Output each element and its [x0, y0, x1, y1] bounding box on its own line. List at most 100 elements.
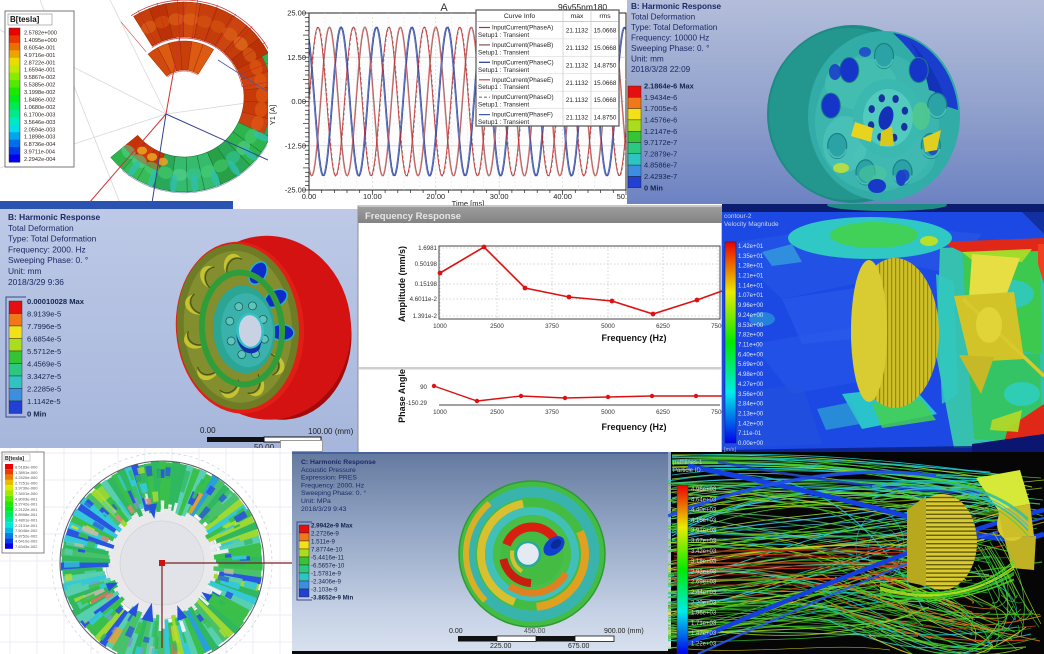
svg-text:14.8750: 14.8750: [594, 62, 617, 69]
svg-text:7.11e-01: 7.11e-01: [738, 431, 762, 437]
svg-text:2018/3/28 22:09: 2018/3/28 22:09: [631, 65, 691, 74]
svg-text:7.2879e-7: 7.2879e-7: [644, 149, 677, 158]
svg-text:5000: 5000: [601, 323, 615, 330]
svg-text:1.1898e-003: 1.1898e-003: [24, 135, 55, 141]
svg-text:1.42e+00: 1.42e+00: [738, 421, 764, 427]
svg-text:4.96e+03: 4.96e+03: [691, 487, 717, 493]
svg-text:Setup1 : Transient: Setup1 : Transient: [478, 102, 529, 109]
svg-text:3.4801e-001: 3.4801e-001: [15, 518, 38, 523]
svg-text:Frequency (Hz): Frequency (Hz): [601, 422, 666, 432]
svg-text:1.21e+01: 1.21e+01: [738, 274, 764, 280]
svg-text:50.00: 50.00: [617, 192, 628, 201]
svg-text:Setup1 : Transient: Setup1 : Transient: [478, 32, 529, 39]
svg-text:Sweeping Phase: 0. °: Sweeping Phase: 0. °: [631, 44, 709, 53]
svg-text:Time [ms]: Time [ms]: [452, 199, 485, 207]
svg-text:InputCurrent(PhaseF): InputCurrent(PhaseF): [492, 112, 553, 119]
svg-text:21.1132: 21.1132: [566, 28, 589, 35]
svg-text:B: Harmonic Response: B: Harmonic Response: [631, 2, 722, 11]
svg-text:4.8003e-001: 4.8003e-001: [15, 496, 38, 501]
svg-text:1.4095e+000: 1.4095e+000: [24, 38, 57, 44]
svg-text:InputCurrent(PhaseD): InputCurrent(PhaseD): [492, 94, 554, 101]
svg-text:6.40e+00: 6.40e+00: [738, 352, 764, 358]
svg-text:1.6594e-001: 1.6594e-001: [24, 68, 55, 74]
svg-text:Unit: MPa: Unit: MPa: [301, 498, 331, 505]
svg-text:2.2131e-001: 2.2131e-001: [15, 523, 38, 528]
svg-text:225.00: 225.00: [490, 643, 512, 650]
svg-text:3750: 3750: [545, 323, 559, 330]
svg-text:1.2147e-6: 1.2147e-6: [644, 127, 677, 136]
svg-text:4.64e+03: 4.64e+03: [691, 497, 717, 503]
svg-text:14.8750: 14.8750: [594, 115, 617, 122]
svg-text:100.00 (mm): 100.00 (mm): [308, 427, 354, 436]
svg-text:2.9942e-9 Max: 2.9942e-9 Max: [311, 523, 353, 530]
svg-text:1.4576e-6: 1.4576e-6: [644, 116, 677, 125]
svg-text:90: 90: [420, 384, 427, 391]
svg-text:3750: 3750: [545, 409, 559, 416]
svg-text:7.7996e-5: 7.7996e-5: [27, 322, 61, 331]
svg-text:-5.4416e-11: -5.4416e-11: [311, 555, 344, 562]
svg-text:Total Deformation: Total Deformation: [8, 223, 74, 233]
svg-text:2018/3/29 9:43: 2018/3/29 9:43: [301, 506, 347, 513]
svg-text:1.07e+01: 1.07e+01: [738, 293, 764, 299]
svg-text:7.11e+00: 7.11e+00: [738, 343, 763, 349]
svg-text:2.2285e-5: 2.2285e-5: [27, 385, 61, 394]
svg-text:Sweeping Phase: 0. °: Sweeping Phase: 0. °: [301, 489, 366, 497]
svg-text:Unit: mm: Unit: mm: [8, 266, 42, 276]
svg-text:7.82e+00: 7.82e+00: [738, 333, 764, 339]
svg-text:2.4293e-7: 2.4293e-7: [644, 172, 677, 181]
svg-text:3.9730e-000: 3.9730e-000: [15, 486, 38, 491]
svg-text:15.0668: 15.0668: [594, 45, 617, 52]
svg-text:4.40e+03: 4.40e+03: [691, 508, 717, 514]
svg-text:9.24e+00: 9.24e+00: [738, 313, 764, 319]
svg-text:2.84e+00: 2.84e+00: [738, 402, 764, 408]
svg-text:2500: 2500: [490, 409, 504, 416]
svg-text:0.50198: 0.50198: [415, 261, 438, 268]
svg-text:21.1132: 21.1132: [566, 45, 589, 52]
svg-text:3.67e+03: 3.67e+03: [691, 539, 717, 545]
svg-text:15.0668: 15.0668: [594, 97, 617, 104]
svg-text:2.2942e-004: 2.2942e-004: [24, 157, 55, 163]
svg-text:Type: Total Deformation: Type: Total Deformation: [8, 234, 97, 244]
svg-text:15.0668: 15.0668: [594, 28, 617, 35]
svg-text:450.00: 450.00: [524, 628, 546, 635]
svg-text:Sweeping Phase: 0. °: Sweeping Phase: 0. °: [8, 255, 88, 265]
svg-text:1000: 1000: [433, 323, 447, 330]
svg-text:pathlines-1: pathlines-1: [673, 460, 703, 466]
svg-text:-3.8652e-9 Min: -3.8652e-9 Min: [311, 595, 354, 602]
svg-text:8.5183e-000: 8.5183e-000: [15, 465, 38, 470]
svg-text:1.96e+03: 1.96e+03: [691, 611, 717, 617]
svg-text:4.98e+00: 4.98e+00: [738, 372, 764, 378]
svg-text:rms: rms: [599, 13, 611, 20]
svg-text:4.2420e-000: 4.2420e-000: [15, 475, 38, 480]
svg-text:-12.50: -12.50: [285, 141, 306, 150]
svg-text:3.3427e-5: 3.3427e-5: [27, 372, 61, 381]
svg-text:5.2742e-001: 5.2742e-001: [15, 502, 38, 507]
svg-text:1.0680e-002: 1.0680e-002: [24, 105, 55, 111]
svg-text:Setup1 : Transient: Setup1 : Transient: [478, 67, 529, 74]
svg-text:7500: 7500: [711, 409, 722, 416]
svg-text:2.20e+03: 2.20e+03: [691, 600, 717, 606]
svg-text:3.42e+03: 3.42e+03: [691, 549, 717, 555]
svg-text:2.7251e-000: 2.7251e-000: [15, 480, 38, 485]
svg-text:Curve Info: Curve Info: [504, 13, 536, 20]
svg-text:4.6011e-2: 4.6011e-2: [410, 296, 438, 303]
svg-text:A: A: [440, 2, 448, 14]
svg-text:Frequency (Hz): Frequency (Hz): [601, 333, 666, 343]
svg-text:20.00: 20.00: [426, 192, 445, 201]
svg-text:10.00: 10.00: [363, 192, 382, 201]
svg-text:B[tesla]: B[tesla]: [5, 456, 24, 462]
svg-text:Frequency Response: Frequency Response: [365, 211, 461, 222]
svg-text:Particle ID: Particle ID: [673, 468, 701, 474]
svg-text:-25.00: -25.00: [285, 186, 306, 195]
svg-text:Total Deformation: Total Deformation: [631, 13, 696, 22]
svg-text:Expression: PRES: Expression: PRES: [301, 475, 357, 482]
svg-text:3.91e+03: 3.91e+03: [691, 528, 717, 534]
svg-text:1.47e+03: 1.47e+03: [691, 631, 717, 637]
svg-text:900.00 (mm): 900.00 (mm): [604, 628, 644, 635]
svg-text:6.6854e-5: 6.6854e-5: [27, 335, 61, 344]
svg-text:6.1700e-003: 6.1700e-003: [24, 112, 55, 118]
svg-text:InputCurrent(PhaseB): InputCurrent(PhaseB): [492, 42, 553, 49]
svg-text:12.50: 12.50: [287, 53, 306, 62]
svg-text:Unit: mm: Unit: mm: [631, 55, 664, 64]
svg-text:7500: 7500: [711, 323, 722, 330]
